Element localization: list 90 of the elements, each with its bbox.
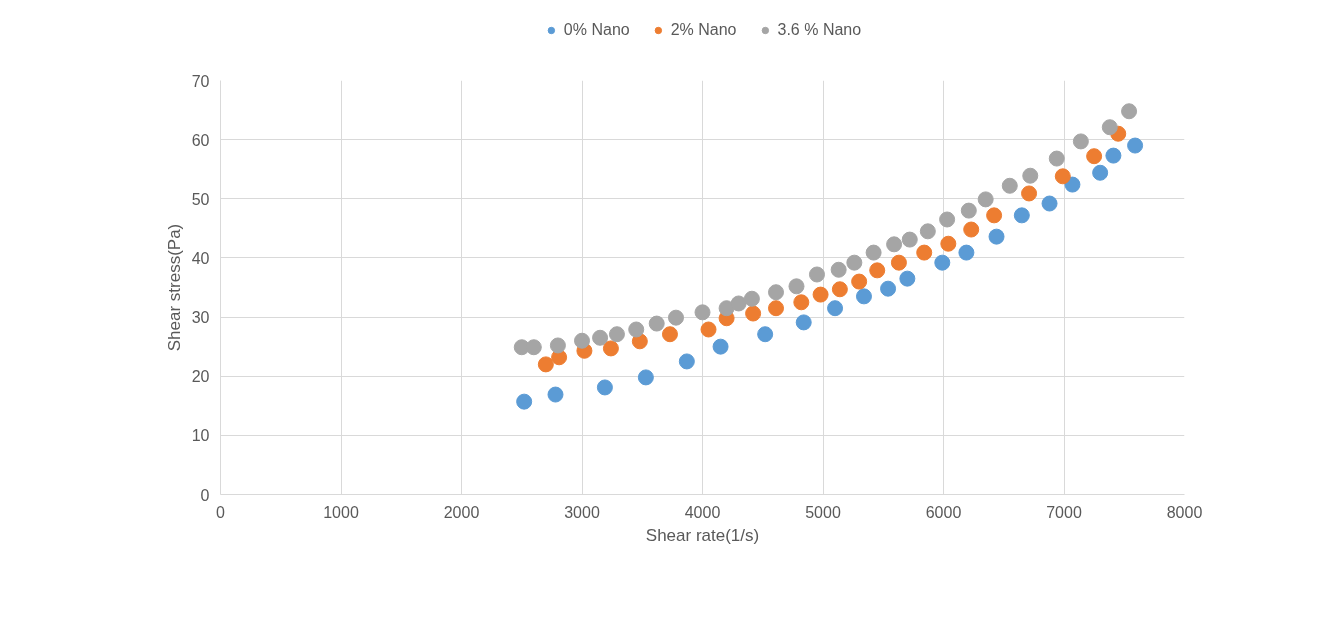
point [1013, 207, 1030, 224]
point [1021, 185, 1038, 202]
x-tick-label: 0 [216, 503, 226, 521]
y-tick-label: 10 [191, 427, 210, 445]
point [730, 295, 747, 312]
point [988, 228, 1005, 245]
y-tick-label: 70 [191, 72, 210, 90]
point [851, 273, 868, 290]
x-tick-label: 5000 [805, 503, 841, 521]
point [977, 191, 994, 208]
point [830, 261, 847, 278]
point [637, 369, 654, 386]
point [812, 286, 829, 303]
point [1127, 137, 1144, 154]
point [1121, 103, 1138, 120]
point [516, 393, 533, 410]
point [869, 262, 886, 279]
x-tick-label: 7000 [1046, 503, 1082, 521]
point [880, 280, 897, 297]
point [793, 294, 810, 311]
point [537, 356, 554, 373]
point [886, 236, 903, 253]
point [934, 254, 951, 271]
y-axis-title: Shear stress(Pa) [164, 223, 184, 352]
point [1041, 195, 1058, 212]
point [667, 309, 684, 326]
y-tick-label: 50 [191, 190, 210, 208]
point [596, 379, 613, 396]
point [768, 300, 785, 317]
point [661, 326, 678, 343]
point [890, 254, 907, 271]
point [899, 270, 916, 287]
point [768, 284, 785, 301]
point [846, 254, 863, 271]
point [916, 244, 933, 261]
y-tick-label: 20 [191, 368, 210, 386]
point [901, 231, 918, 248]
y-tick-label: 60 [191, 131, 210, 149]
point [865, 244, 882, 261]
point [919, 223, 936, 240]
point [745, 305, 762, 322]
point [958, 244, 975, 261]
point [855, 288, 872, 305]
point [1054, 168, 1071, 185]
point [827, 300, 844, 317]
legend-label: 2% Nano [670, 21, 737, 39]
point [1092, 164, 1109, 181]
point [700, 321, 717, 338]
y-tick-label: 0 [200, 486, 210, 504]
point [712, 338, 729, 355]
point [757, 326, 774, 343]
point [808, 266, 825, 283]
x-tick-label: 6000 [925, 503, 962, 521]
x-tick-label: 8000 [1166, 503, 1203, 521]
x-tick-label: 4000 [684, 503, 721, 521]
point [549, 337, 566, 354]
point [743, 290, 760, 307]
point [574, 332, 590, 349]
point [963, 221, 980, 238]
point [1048, 150, 1065, 167]
legend-label: 0% Nano [563, 21, 630, 39]
point [986, 207, 1003, 224]
point [602, 340, 619, 357]
y-tick-label: 30 [191, 309, 210, 327]
y-tick-label: 40 [191, 249, 210, 267]
point [628, 321, 645, 338]
point [831, 281, 848, 298]
point [960, 202, 977, 219]
point [788, 278, 805, 295]
point [608, 326, 625, 343]
point [940, 235, 957, 252]
point [795, 314, 812, 331]
point [1001, 177, 1018, 194]
legend-label: 3.6 % Nano [777, 21, 862, 39]
x-axis-title: Shear rate(1/s) [645, 525, 760, 545]
point [1022, 167, 1039, 184]
point [1086, 148, 1103, 165]
x-tick-label: 3000 [564, 503, 600, 521]
point [939, 211, 956, 228]
point [1105, 147, 1122, 164]
point [592, 329, 609, 346]
x-tick-label: 2000 [443, 503, 480, 521]
point [1072, 133, 1089, 150]
point [678, 353, 695, 370]
point [1101, 119, 1118, 136]
point [648, 315, 665, 332]
point [694, 304, 711, 321]
point [718, 300, 735, 317]
x-tick-label: 1000 [323, 503, 359, 521]
point [547, 386, 564, 403]
